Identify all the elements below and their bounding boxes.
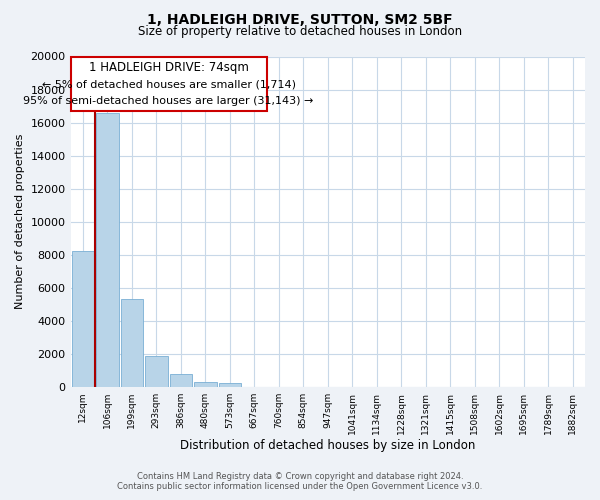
Text: 1, HADLEIGH DRIVE, SUTTON, SM2 5BF: 1, HADLEIGH DRIVE, SUTTON, SM2 5BF [147, 12, 453, 26]
Bar [194, 382, 217, 387]
Bar [218, 383, 241, 387]
Bar [170, 374, 192, 387]
Y-axis label: Number of detached properties: Number of detached properties [15, 134, 25, 310]
Text: Size of property relative to detached houses in London: Size of property relative to detached ho… [138, 25, 462, 38]
Bar [71, 252, 94, 387]
Text: Contains HM Land Registry data © Crown copyright and database right 2024.: Contains HM Land Registry data © Crown c… [137, 472, 463, 481]
Text: 95% of semi-detached houses are larger (31,143) →: 95% of semi-detached houses are larger (… [23, 96, 314, 106]
Text: ← 5% of detached houses are smaller (1,714): ← 5% of detached houses are smaller (1,7… [41, 80, 296, 90]
Text: Contains public sector information licensed under the Open Government Licence v3: Contains public sector information licen… [118, 482, 482, 491]
Bar [121, 300, 143, 387]
Bar [145, 356, 167, 387]
X-axis label: Distribution of detached houses by size in London: Distribution of detached houses by size … [180, 440, 475, 452]
Bar [96, 112, 119, 387]
Text: 1 HADLEIGH DRIVE: 74sqm: 1 HADLEIGH DRIVE: 74sqm [89, 61, 248, 74]
